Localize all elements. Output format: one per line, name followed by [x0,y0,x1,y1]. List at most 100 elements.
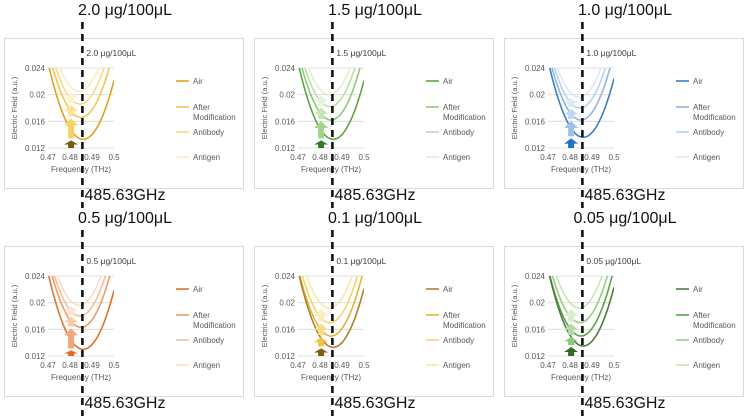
legend-label: After [193,311,210,320]
x-tick-label: 0.47 [40,153,56,162]
y-tick-label: 0.024 [525,64,546,73]
legend-label: Modification [443,113,486,122]
concentration-marker-label: 1.5 μg/100μL [336,48,386,58]
x-tick-label: 0.49 [584,153,600,162]
y-tick-label: 0.024 [525,272,546,281]
series-line-antibody [54,68,105,105]
concentration-marker-label: 1.0 μg/100μL [586,48,636,58]
series-line-antigen [305,276,353,309]
plot-frame [504,246,744,397]
series-line-after-modification [51,276,111,329]
series-group [548,276,614,347]
series-line-antigen [556,68,602,99]
legend-label: Antibody [193,336,224,345]
y-axis-label: Electric Field (a.u.) [510,76,519,139]
series-group [48,276,114,351]
panel-title: 0.05 μg/100μL [573,210,677,227]
plot-frame [4,38,244,189]
shift-arrow [64,105,79,117]
series-line-antibody [551,276,609,324]
frequency-label: 485.63GHz [584,395,666,412]
shift-arrow [314,337,329,347]
series-group [298,68,364,141]
legend-label: Air [693,77,703,86]
chart-panel: 2.0 μg/100μL 485.63GHz 0.012 0.016 0.02 0.024… [0,0,250,208]
y-tick-label: 0.024 [275,64,296,73]
y-tick-label: 0.02 [279,91,295,100]
y-axis-label: Electric Field (a.u.) [10,284,19,347]
shift-arrow [314,309,329,322]
y-tick-label: 0.016 [25,325,46,334]
y-tick-label: 0.012 [275,352,296,361]
legend-label: Antigen [193,153,220,162]
y-tick-label: 0.02 [279,299,295,308]
y-tick-label: 0.012 [25,144,46,153]
x-tick-label: 0.49 [334,361,350,370]
y-axis-label: Electric Field (a.u.) [260,76,269,139]
plot-frame [254,38,494,189]
plot-frame [4,246,244,397]
legend-label: Antibody [693,336,724,345]
legend-label: After [443,103,460,112]
shift-arrow [314,348,329,356]
legend-label: Antigen [193,361,220,370]
series-line-air [48,68,114,141]
shift-arrow [314,140,329,148]
x-tick-label: 0.48 [312,153,328,162]
chart-panel: 1.0 μg/100μL 485.63GHz 0.012 0.016 0.02 0.024… [500,0,750,208]
shift-arrow [64,306,79,315]
y-tick-label: 0.016 [525,325,546,334]
series-line-antigen [555,276,603,309]
concentration-marker-label: 0.05 μg/100μL [586,256,641,266]
frequency-label: 485.63GHz [84,187,166,204]
shift-arrow [564,98,579,107]
shift-arrow [64,118,79,139]
y-tick-label: 0.012 [25,352,46,361]
plot-frame [254,246,494,397]
legend-label: Antibody [693,128,724,137]
plot-frame [504,38,744,189]
series-line-antibody [304,68,356,108]
x-tick-label: 0.47 [540,153,556,162]
chart-panel: 0.1 μg/100μL 485.63GHz 0.012 0.016 0.02 0.024… [250,208,500,416]
x-tick-label: 0.5 [358,361,370,370]
x-tick-label: 0.48 [312,361,328,370]
panel-title: 0.5 μg/100μL [77,210,173,227]
shift-arrow [64,328,79,349]
frequency-label: 485.63GHz [584,187,666,204]
x-tick-label: 0.5 [358,153,370,162]
y-axis-label: Electric Field (a.u.) [10,76,19,139]
y-axis-label: Electric Field (a.u.) [260,284,269,347]
series-line-air [48,276,114,351]
panel-title: 1.0 μg/100μL [577,2,673,19]
series-line-air [298,276,364,349]
y-tick-label: 0.016 [525,117,546,126]
series-line-after-modification [301,68,361,121]
shift-arrow [564,109,579,119]
series-group [298,276,364,349]
y-tick-label: 0.016 [275,325,296,334]
legend-label: Modification [443,321,486,330]
x-tick-label: 0.49 [334,153,350,162]
x-tick-label: 0.47 [290,153,306,162]
x-tick-label: 0.48 [62,153,78,162]
shift-arrow [314,107,329,119]
x-tick-label: 0.49 [84,153,100,162]
legend-label: Air [193,77,203,86]
legend-label: Antibody [443,336,474,345]
legend-label: Modification [693,321,736,330]
y-tick-label: 0.024 [25,272,46,281]
x-tick-label: 0.49 [84,361,100,370]
frequency-label: 485.63GHz [334,395,416,412]
y-tick-label: 0.012 [275,144,296,153]
y-tick-label: 0.024 [275,272,296,281]
legend-label: Modification [693,113,736,122]
series-group [48,68,114,141]
y-tick-label: 0.02 [529,91,545,100]
shift-arrow [564,138,579,148]
x-tick-label: 0.5 [608,361,620,370]
shift-arrow [64,140,79,148]
